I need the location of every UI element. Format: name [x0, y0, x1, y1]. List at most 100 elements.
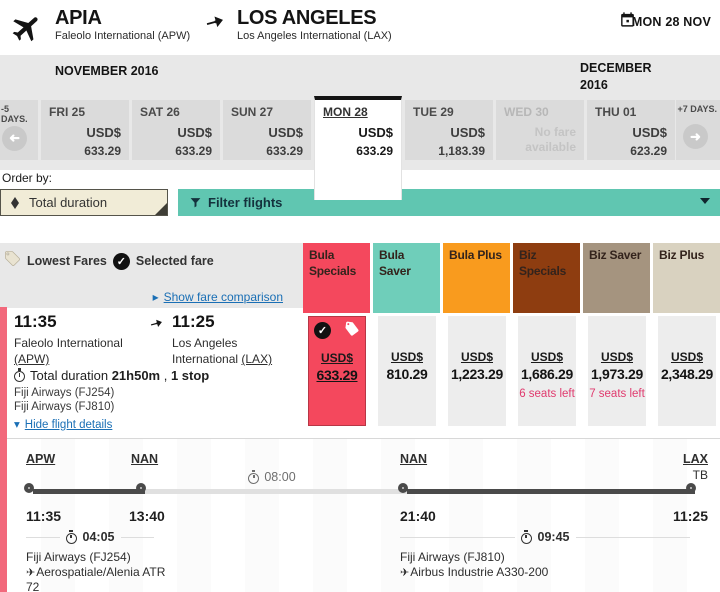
price-amount: 1,223.29 — [450, 366, 504, 382]
day-tab-fri25[interactable]: FRI 25 USD$ 633.29 — [41, 100, 129, 160]
price-amount: 810.29 — [386, 366, 428, 382]
segment1-info: Fiji Airways (FJ254) Aerospatiale/Alenia… — [26, 550, 178, 592]
duration-value: 21h50m — [111, 368, 161, 383]
arrival-time: 11:25 — [172, 312, 215, 331]
plane-small-icon — [26, 565, 36, 579]
fare-class-header-bula-specials: Bula Specials — [303, 243, 370, 313]
lowest-fare-tag-icon — [344, 321, 360, 342]
day-tab-sun27[interactable]: SUN 27 USD$ 633.29 — [223, 100, 311, 160]
route-header: APIA Faleolo International (APW) LOS ANG… — [0, 0, 720, 55]
show-fare-comparison-link[interactable]: Show fare comparison — [153, 290, 283, 304]
segment2-depart-time: 21:40 — [400, 508, 436, 524]
departure-airport-code-link[interactable]: (APW) — [14, 352, 50, 367]
segment1-depart-time: 11:35 — [26, 508, 62, 524]
flight-details-panel: APW NAN NAN LAX TB 08:00 11:35 13:40 21:… — [7, 438, 720, 592]
station-nan-depart[interactable]: NAN — [400, 452, 428, 466]
station-lax[interactable]: LAX — [683, 452, 708, 466]
segment2-duration: 09:45 — [400, 529, 690, 544]
timeline-node-apw — [24, 483, 34, 493]
fare-price-biz-plus[interactable]: USD$ 2,348.29 — [658, 316, 716, 426]
day-label: THU 01 — [595, 105, 637, 119]
fare-price-bula-plus[interactable]: USD$ 1,223.29 — [448, 316, 506, 426]
segment1-duration-value: 04:05 — [82, 530, 115, 544]
fare-price-bula-saver[interactable]: USD$ 810.29 — [378, 316, 436, 426]
day-currency: USD$ — [268, 125, 303, 140]
price-currency: USD$ — [390, 350, 423, 364]
hide-flight-details-link[interactable]: Hide flight details — [14, 417, 113, 431]
selected-flight-stripe — [0, 307, 7, 592]
timeline-segment-1 — [33, 489, 145, 494]
segment2-info: Fiji Airways (FJ810) Airbus Industrie A3… — [400, 550, 640, 580]
price-currency: USD$ — [600, 350, 633, 364]
month-label-december: DECEMBER 2016 — [580, 61, 652, 92]
arrow-left-circle-icon[interactable]: ➜ — [2, 126, 27, 151]
selected-fare-label: Selected fare — [135, 254, 214, 268]
prev-days-button[interactable]: -5 DAYS. ➜ — [0, 100, 38, 160]
destination-city: LOS ANGELES — [237, 7, 377, 29]
day-currency: USD$ — [177, 125, 212, 140]
price-currency: USD$ — [320, 351, 353, 365]
origin-city: APIA — [55, 7, 102, 29]
fare-price-bula-specials-selected[interactable]: USD$ 633.29 — [308, 316, 366, 426]
terminal-label: TB — [692, 468, 708, 482]
fare-class-header-biz-saver: Biz Saver — [583, 243, 650, 313]
day-tab-thu01[interactable]: THU 01 USD$ 623.29 — [587, 100, 675, 160]
day-label: FRI 25 — [49, 105, 86, 119]
day-price: 633.29 — [84, 144, 121, 159]
price-currency: USD$ — [460, 350, 493, 364]
day-price: 623.29 — [630, 144, 667, 159]
price-amount: 633.29 — [316, 367, 358, 383]
departure-airport-name: Faleolo International — [14, 336, 123, 350]
day-tab-tue29[interactable]: TUE 29 USD$ 1,183.39 — [405, 100, 493, 160]
select-corner-icon — [155, 203, 167, 215]
fare-legend-cell: Lowest Fares Selected fare Show fare com… — [0, 243, 303, 313]
price-amount: 2,348.29 — [660, 366, 714, 382]
order-by-label: Order by: — [2, 171, 53, 185]
stopwatch-icon — [248, 469, 260, 484]
day-label: TUE 29 — [413, 105, 454, 119]
origin-airport: Faleolo International (APW) — [55, 30, 191, 42]
fare-price-biz-saver[interactable]: USD$ 1,973.29 7 seats left — [588, 316, 646, 426]
day-currency: USD$ — [358, 125, 393, 140]
lowest-fares-label: Lowest Fares — [27, 254, 107, 268]
segment2-duration-value: 09:45 — [537, 530, 570, 544]
day-tab-mon28-selected[interactable]: MON 28 USD$ 633.29 — [314, 96, 402, 200]
segment1-arrive-time: 13:40 — [129, 508, 165, 524]
calendar-icon — [619, 11, 636, 28]
day-label: MON 28 — [323, 105, 368, 119]
fare-class-header-biz-plus: Biz Plus — [653, 243, 720, 313]
selected-fare-check-icon — [112, 252, 130, 270]
order-by-select[interactable]: Total duration — [0, 189, 168, 216]
station-apw[interactable]: APW — [26, 452, 56, 466]
prev-days-label: -5 DAYS. — [1, 104, 28, 124]
arrow-right-circle-icon[interactable]: ➜ — [683, 124, 708, 149]
day-label: WED 30 — [504, 105, 549, 119]
day-row: -5 DAYS. ➜ FRI 25 USD$ 633.29 SAT 26 USD… — [0, 96, 720, 200]
timeline-node-nan-2 — [398, 483, 408, 493]
airline-flight-2: Fiji Airways (FJ810) — [14, 401, 115, 413]
timeline-node-lax — [686, 483, 696, 493]
flight-summary-cell: 11:35 11:25 Faleolo International (APW) … — [7, 308, 303, 432]
destination-block: LOS ANGELES Los Angeles International (L… — [237, 7, 392, 42]
price-currency: USD$ — [670, 350, 703, 364]
arrow-right-icon — [149, 316, 164, 331]
next-days-button[interactable]: +7 DAYS. ➜ — [676, 100, 720, 160]
price-currency: USD$ — [530, 350, 563, 364]
day-tab-sat26[interactable]: SAT 26 USD$ 633.29 — [132, 100, 220, 160]
fare-price-biz-specials[interactable]: USD$ 1,686.29 6 seats left — [518, 316, 576, 426]
segment2-airline: Fiji Airways (FJ810) — [400, 550, 505, 564]
route-arrow-icon — [204, 11, 226, 33]
segment1-airline: Fiji Airways (FJ254) — [26, 550, 131, 564]
stopwatch-icon — [520, 529, 532, 544]
stops-value: 1 stop — [170, 368, 210, 383]
lowest-fare-tag-icon — [4, 250, 21, 272]
station-nan-arrive[interactable]: NAN — [131, 452, 159, 466]
day-price: 1,183.39 — [438, 144, 485, 159]
day-currency: USD$ — [450, 125, 485, 140]
seats-left-badge: 7 seats left — [589, 388, 645, 400]
arrival-airport-code-link[interactable]: (LAX) — [241, 352, 273, 367]
filter-flights-bar[interactable]: Filter flights — [178, 189, 720, 216]
layover-duration: 08:00 — [207, 469, 337, 484]
total-duration-text: Total duration 21h50m , 1 stop — [30, 368, 210, 383]
filter-funnel-icon — [189, 196, 202, 209]
